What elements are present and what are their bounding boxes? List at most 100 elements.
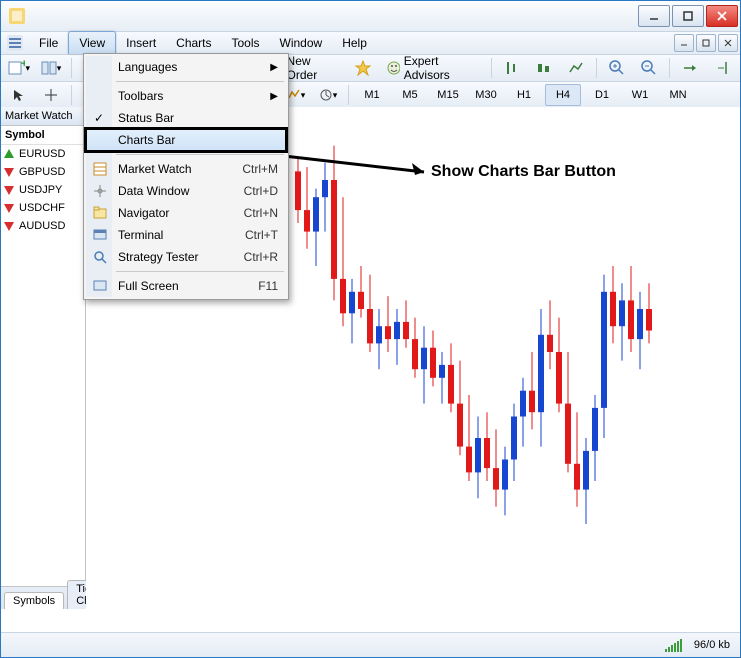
minimize-button[interactable] (638, 5, 670, 27)
market-watch-row[interactable]: USDJPY (1, 181, 85, 199)
menu-tools[interactable]: Tools (222, 32, 270, 54)
direction-down-icon (3, 166, 15, 178)
menu-toolbars[interactable]: Toolbars ▶ (86, 85, 286, 107)
navigator-icon (92, 205, 108, 221)
menu-market-watch[interactable]: Market Watch Ctrl+M (86, 158, 286, 180)
market-watch-row[interactable]: USDCHF (1, 199, 85, 217)
mdi-minimize-button[interactable] (674, 34, 694, 52)
line-chart-button[interactable] (562, 57, 590, 79)
auto-scroll-button[interactable] (676, 57, 704, 79)
status-kb: 96/0 kb (694, 639, 730, 651)
menu-languages-label: Languages (118, 60, 177, 74)
maximize-button[interactable] (672, 5, 704, 27)
zoom-in-button[interactable] (603, 57, 631, 79)
menu-navigator-shortcut: Ctrl+N (244, 206, 278, 220)
menu-charts-bar[interactable]: Charts Bar (86, 129, 286, 151)
terminal-icon (92, 227, 108, 243)
mdi-close-button[interactable] (718, 34, 738, 52)
metaquotes-icon[interactable] (349, 57, 377, 79)
mdi-restore-button[interactable] (696, 34, 716, 52)
menu-strategy-tester-label: Strategy Tester (118, 250, 198, 264)
symbol-name: EURUSD (19, 148, 65, 160)
menu-strategy-tester[interactable]: Strategy Tester Ctrl+R (86, 246, 286, 268)
data-window-icon (92, 183, 108, 199)
direction-down-icon (3, 202, 15, 214)
submenu-arrow-icon: ▶ (270, 91, 278, 102)
callout-arrow (284, 149, 434, 179)
bar-chart-button[interactable] (498, 57, 526, 79)
strategy-tester-icon (92, 249, 108, 265)
menu-strategy-tester-shortcut: Ctrl+R (244, 250, 278, 264)
menu-terminal-shortcut: Ctrl+T (245, 228, 278, 242)
market-watch-col-symbol: Symbol (1, 126, 85, 145)
callout-text: Show Charts Bar Button (431, 163, 616, 181)
statusbar: 96/0 kb (1, 632, 740, 657)
menu-full-screen[interactable]: Full Screen F11 (86, 275, 286, 297)
cursor-button[interactable] (5, 84, 33, 106)
timeframe-h1[interactable]: H1 (507, 85, 541, 105)
profiles-button[interactable]: ▾ (37, 57, 65, 79)
candle-chart-button[interactable] (530, 57, 558, 79)
menu-data-window[interactable]: Data Window Ctrl+D (86, 180, 286, 202)
timeframe-w1[interactable]: W1 (623, 85, 657, 105)
timeframe-h4[interactable]: H4 (545, 84, 581, 106)
symbol-name: GBPUSD (19, 166, 65, 178)
timeframe-mn[interactable]: MN (661, 85, 695, 105)
menu-status-bar-label: Status Bar (118, 111, 174, 125)
close-button[interactable] (706, 5, 738, 27)
market-watch-row[interactable]: GBPUSD (1, 163, 85, 181)
chart-shift-button[interactable] (708, 57, 736, 79)
menu-full-screen-label: Full Screen (118, 279, 179, 293)
app-menu-icon (7, 35, 23, 51)
expert-advisors-label: Expert Advisors (404, 54, 480, 82)
market-watch-tab-symbols[interactable]: Symbols (4, 592, 64, 609)
menu-languages[interactable]: Languages ▶ (86, 56, 286, 78)
new-chart-button[interactable]: +▾ (5, 57, 33, 79)
view-dropdown-menu: Languages ▶ Toolbars ▶ ✓ Status Bar Char… (83, 53, 289, 300)
menu-charts[interactable]: Charts (166, 32, 221, 54)
full-screen-icon (92, 278, 108, 294)
menu-terminal-label: Terminal (118, 228, 163, 242)
titlebar (1, 1, 740, 32)
menu-file[interactable]: File (29, 32, 68, 54)
timeframe-m5[interactable]: M5 (393, 85, 427, 105)
menu-view[interactable]: View (68, 31, 116, 54)
crosshair-button[interactable] (37, 84, 65, 106)
menu-status-bar[interactable]: ✓ Status Bar (86, 107, 286, 129)
periods-button[interactable]: ▾ (314, 84, 342, 106)
market-watch-icon (92, 161, 108, 177)
market-watch-title: Market Watch (1, 107, 85, 126)
menu-insert[interactable]: Insert (116, 32, 166, 54)
direction-up-icon (3, 148, 15, 160)
symbol-name: AUDUSD (19, 220, 65, 232)
menubar: File View Insert Charts Tools Window Hel… (1, 32, 740, 55)
menu-toolbars-label: Toolbars (118, 89, 163, 103)
market-watch-row[interactable]: AUDUSD (1, 217, 85, 235)
zoom-out-button[interactable] (635, 57, 663, 79)
menu-charts-bar-label: Charts Bar (118, 133, 175, 147)
symbol-name: USDCHF (19, 202, 65, 214)
submenu-arrow-icon: ▶ (270, 62, 278, 73)
direction-down-icon (3, 184, 15, 196)
expert-advisors-icon (387, 61, 400, 75)
app-icon (9, 8, 25, 24)
menu-help[interactable]: Help (332, 32, 377, 54)
menu-data-window-label: Data Window (118, 184, 189, 198)
menu-market-watch-label: Market Watch (118, 162, 192, 176)
menu-navigator[interactable]: Navigator Ctrl+N (86, 202, 286, 224)
expert-advisors-button[interactable]: Expert Advisors (381, 57, 485, 79)
connection-bars-icon (665, 638, 682, 652)
new-order-label: New Order (287, 54, 339, 82)
timeframe-m1[interactable]: M1 (355, 85, 389, 105)
menu-navigator-label: Navigator (118, 206, 169, 220)
market-watch-row[interactable]: EURUSD (1, 145, 85, 163)
menu-data-window-shortcut: Ctrl+D (244, 184, 278, 198)
timeframe-m15[interactable]: M15 (431, 85, 465, 105)
menu-window[interactable]: Window (270, 32, 333, 54)
menu-terminal[interactable]: Terminal Ctrl+T (86, 224, 286, 246)
symbol-name: USDJPY (19, 184, 62, 196)
market-watch-panel: Market Watch Symbol EURUSD GBPUSD USDJPY US… (1, 107, 86, 609)
timeframe-d1[interactable]: D1 (585, 85, 619, 105)
timeframe-m30[interactable]: M30 (469, 85, 503, 105)
menu-full-screen-shortcut: F11 (258, 279, 278, 293)
